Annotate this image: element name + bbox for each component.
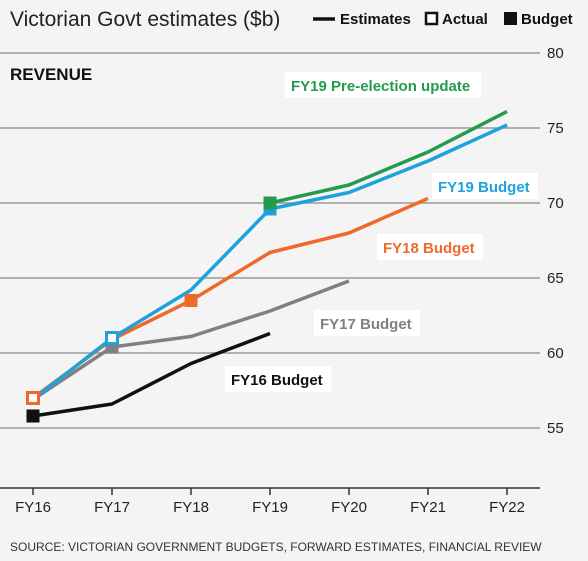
marker-fy18-budget	[184, 294, 198, 307]
x-tick-label-FY16: FY16	[15, 499, 51, 516]
y-tick-label-70: 70	[547, 195, 564, 212]
y-axis-ticks: 55 60 65 70 75 80	[547, 45, 564, 437]
legend: Estimates Actual Budget	[313, 11, 573, 28]
label-fy19-budget: FY19 Budget	[438, 179, 530, 196]
gridlines	[0, 52, 540, 489]
x-tick-label-FY18: FY18	[173, 499, 209, 516]
label-box-fy18-budget	[377, 234, 483, 260]
line-fy16-budget	[32, 331, 271, 418]
x-tick-label-FY21: FY21	[410, 499, 446, 516]
label-box-fy19-pre-election	[285, 72, 481, 98]
line-fy17-budget	[32, 279, 350, 401]
x-tick-label-FY17: FY17	[94, 499, 130, 516]
legend-budget-label: Budget	[521, 11, 573, 28]
marker-fy19-pre-election-update	[263, 196, 277, 210]
label-fy16-budget: FY16 Budget	[231, 372, 323, 389]
legend-budget-swatch	[504, 12, 517, 25]
label-fy18-budget: FY18 Budget	[383, 240, 475, 257]
chart-title: Victorian Govt estimates ($b)	[10, 8, 280, 31]
y-tick-label-55: 55	[547, 420, 564, 437]
legend-estimates-label: Estimates	[340, 11, 411, 28]
y-tick-label-60: 60	[547, 345, 564, 362]
label-box-fy17-budget	[314, 310, 420, 336]
y-tick-label-80: 80	[547, 45, 564, 62]
x-tick-label-FY20: FY20	[331, 499, 367, 516]
x-tick-label-FY19: FY19	[252, 499, 288, 516]
actual-marker-0	[26, 391, 40, 405]
legend-actual-swatch	[424, 11, 439, 26]
y-tick-label-75: 75	[547, 120, 564, 137]
y-tick-label-65: 65	[547, 270, 564, 287]
label-box-fy19-budget	[432, 173, 538, 199]
line-fy19-pre-election-update	[269, 109, 508, 205]
source-note: SOURCE: VICTORIAN GOVERNMENT BUDGETS, FO…	[10, 540, 542, 554]
line-fy19-budget	[31, 123, 508, 401]
x-tick-label-FY22: FY22	[489, 499, 525, 516]
legend-actual-label: Actual	[442, 11, 488, 28]
marker-fy16-budget	[26, 409, 40, 423]
section-label: REVENUE	[10, 65, 92, 84]
series-labels: FY19 Pre-election update FY19 Budget FY1…	[225, 72, 538, 392]
label-fy17-budget: FY17 Budget	[320, 316, 412, 333]
actual-marker-1	[105, 331, 119, 345]
series-markers	[26, 196, 277, 423]
label-fy19-pre-election: FY19 Pre-election update	[291, 78, 470, 95]
x-axis-ticks: FY16 FY17 FY18 FY19 FY20 FY21 FY22	[15, 488, 525, 516]
label-box-fy16-budget	[225, 366, 331, 392]
